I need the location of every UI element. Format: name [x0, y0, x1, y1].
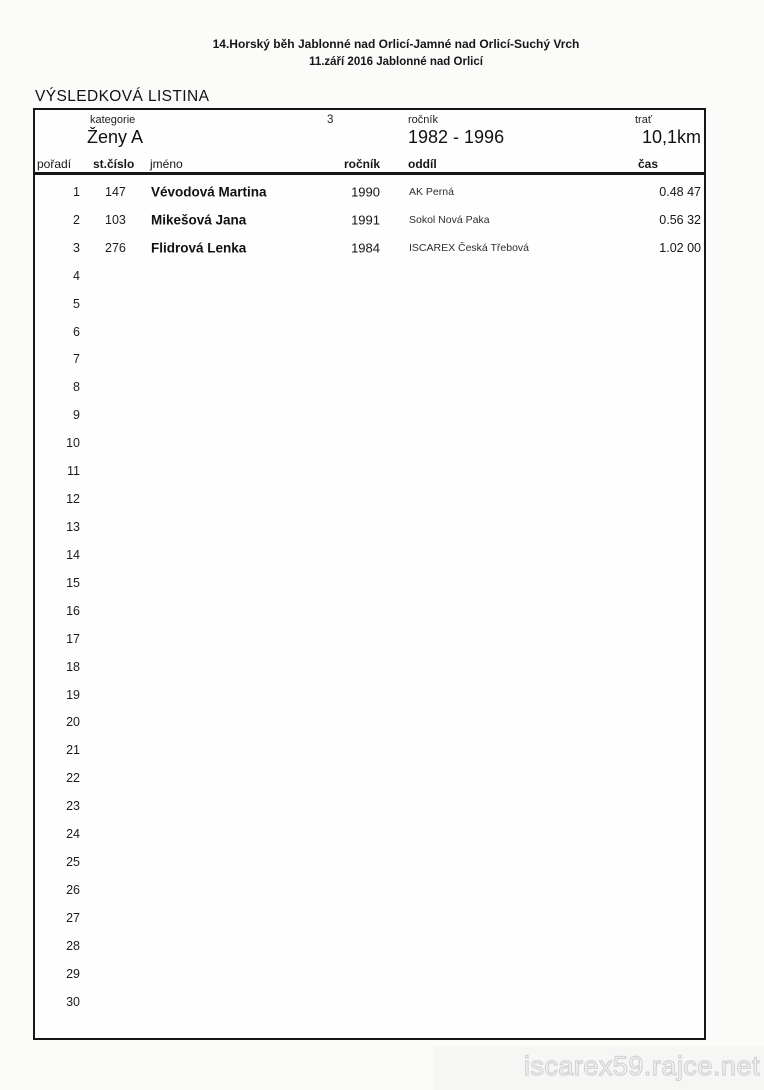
cell-st-cislo: 103 — [105, 212, 126, 227]
cell-poradi: 14 — [66, 547, 80, 562]
table-row: 24 — [35, 820, 704, 848]
cell-poradi: 2 — [73, 212, 80, 227]
event-title: 14.Horský běh Jablonné nad Orlicí-Jamné … — [212, 37, 580, 51]
watermark: iscarex59.rajce.net — [523, 1050, 760, 1081]
results-rows: 1 147 Vévodová Martina 1990 AK Perná 0.4… — [35, 178, 704, 1016]
table-row: 23 — [35, 792, 704, 820]
table-row: 21 — [35, 736, 704, 764]
table-row: 17 — [35, 625, 704, 653]
column-header-jmeno: jméno — [150, 157, 183, 171]
table-row: 5 — [35, 290, 704, 318]
table-row: 9 — [35, 401, 704, 429]
cell-st-cislo: 276 — [105, 240, 126, 255]
cell-poradi: 16 — [66, 603, 80, 618]
cell-rocnik: 1991 — [351, 212, 380, 228]
column-header-cas: čas — [638, 157, 659, 171]
watermark-band — [434, 1046, 764, 1090]
table-row: 6 — [35, 318, 704, 346]
category-number: 3 — [327, 114, 334, 126]
table-row: 2 103 Mikešová Jana 1991 Sokol Nová Paka… — [35, 206, 704, 234]
cell-poradi: 15 — [66, 575, 80, 590]
cell-oddil: ISCAREX Česká Třebová — [409, 241, 530, 254]
cell-poradi: 6 — [73, 324, 80, 339]
results-table: kategorie Ženy A 3 ročník 1982 - 1996 tr… — [33, 108, 706, 1040]
column-header-st-cislo: st.číslo — [93, 157, 135, 171]
table-row: 11 — [35, 457, 704, 485]
kategorie-label: kategorie — [90, 114, 136, 126]
cell-poradi: 7 — [73, 352, 80, 367]
cell-poradi: 21 — [66, 743, 80, 758]
table-row: 13 — [35, 513, 704, 541]
kategorie-value: Ženy A — [87, 127, 144, 147]
table-row: 12 — [35, 485, 704, 513]
table-row: 27 — [35, 904, 704, 932]
cell-poradi: 9 — [73, 408, 80, 423]
table-row: 18 — [35, 653, 704, 681]
cell-poradi: 20 — [66, 715, 80, 730]
table-row: 20 — [35, 709, 704, 737]
cell-cas: 1.02 00 — [659, 240, 701, 255]
table-row: 10 — [35, 429, 704, 457]
cell-poradi: 27 — [66, 910, 80, 925]
cell-poradi: 13 — [66, 520, 80, 535]
table-row: 26 — [35, 876, 704, 904]
table-row: 7 — [35, 346, 704, 374]
results-list-heading: VÝSLEDKOVÁ LISTINA — [35, 88, 210, 105]
cell-poradi: 23 — [66, 799, 80, 814]
table-row: 8 — [35, 373, 704, 401]
cell-rocnik: 1990 — [351, 184, 380, 200]
column-header-poradi: pořadí — [37, 157, 72, 171]
cell-poradi: 1 — [73, 184, 80, 199]
cell-oddil: Sokol Nová Paka — [409, 213, 490, 226]
table-row: 29 — [35, 960, 704, 988]
table-row: 28 — [35, 932, 704, 960]
cell-poradi: 11 — [67, 464, 80, 479]
event-date-location: 11.září 2016 Jablonné nad Orlicí — [309, 56, 483, 68]
header-separator-line — [33, 172, 706, 175]
table-row: 25 — [35, 848, 704, 876]
table-row: 14 — [35, 541, 704, 569]
table-row: 19 — [35, 681, 704, 709]
cell-st-cislo: 147 — [105, 184, 126, 199]
trat-distance-value: 10,1km — [641, 127, 701, 147]
cell-poradi: 18 — [66, 659, 80, 674]
cell-poradi: 10 — [66, 436, 80, 451]
cell-poradi: 29 — [66, 966, 80, 981]
table-row: 30 — [35, 988, 704, 1016]
rocnik-label: ročník — [408, 114, 438, 126]
cell-jmeno: Vévodová Martina — [151, 184, 267, 200]
table-row: 3 276 Flidrová Lenka 1984 ISCAREX Česká … — [35, 234, 704, 262]
cell-cas: 0.56 32 — [659, 212, 701, 227]
cell-oddil: AK Perná — [409, 185, 454, 198]
cell-poradi: 12 — [66, 492, 80, 507]
cell-poradi: 3 — [73, 240, 80, 255]
table-row: 22 — [35, 764, 704, 792]
cell-poradi: 28 — [66, 938, 80, 953]
cell-poradi: 17 — [66, 631, 80, 646]
cell-rocnik: 1984 — [351, 240, 380, 256]
table-row: 1 147 Vévodová Martina 1990 AK Perná 0.4… — [35, 178, 704, 206]
table-row: 15 — [35, 569, 704, 597]
cell-poradi: 24 — [66, 827, 80, 842]
column-header-oddil: oddíl — [408, 157, 437, 171]
trat-label: trať — [635, 114, 652, 126]
cell-poradi: 25 — [66, 855, 80, 870]
cell-jmeno: Mikešová Jana — [151, 212, 247, 228]
cell-cas: 0.48 47 — [659, 184, 701, 199]
cell-poradi: 19 — [66, 687, 80, 702]
cell-poradi: 8 — [73, 380, 80, 395]
column-header-rocnik: ročník — [343, 157, 380, 171]
cell-poradi: 22 — [66, 771, 80, 786]
cell-poradi: 5 — [73, 296, 80, 311]
rocnik-range-value: 1982 - 1996 — [408, 127, 505, 147]
table-row: 16 — [35, 597, 704, 625]
cell-poradi: 30 — [66, 994, 80, 1009]
table-row: 4 — [35, 262, 704, 290]
cell-jmeno: Flidrová Lenka — [151, 240, 247, 256]
cell-poradi: 26 — [66, 883, 80, 897]
cell-poradi: 4 — [73, 268, 80, 283]
